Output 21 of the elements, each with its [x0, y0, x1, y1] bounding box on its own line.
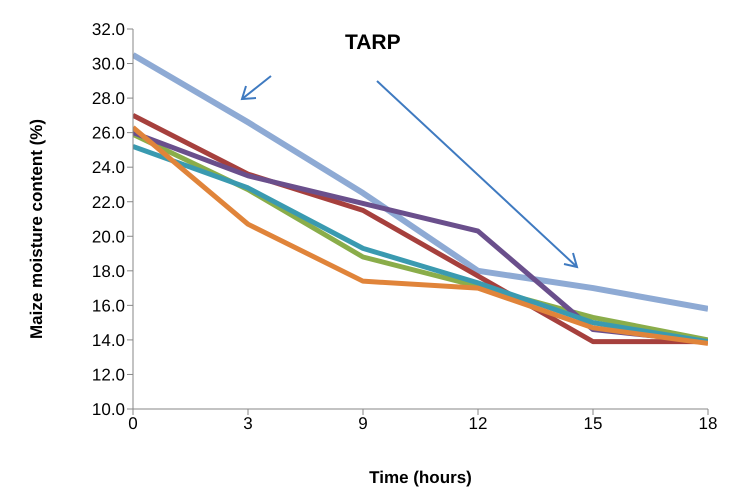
y-tick-label: 32.0	[92, 20, 125, 40]
x-tick-label: 3	[243, 414, 253, 434]
y-tick-label: 28.0	[92, 89, 125, 108]
y-tick-label: 12.0	[92, 365, 125, 384]
y-tick-label: 18.0	[92, 262, 125, 281]
x-tick-label: 18	[698, 414, 718, 434]
y-tick-label: 10.0	[92, 400, 125, 420]
y-tick-label: 14.0	[92, 330, 125, 350]
x-tick-label: 12	[468, 414, 488, 434]
y-tick-label: 24.0	[92, 158, 125, 178]
y-tick-label: 22.0	[92, 192, 125, 212]
y-tick-label: 26.0	[92, 124, 125, 143]
y-tick-label: 20.0	[92, 227, 125, 246]
y-tick-label: 30.0	[92, 54, 125, 74]
y-tick-label: 16.0	[92, 296, 125, 316]
x-axis-title: Time (hours)	[369, 468, 472, 487]
x-tick-label: 9	[358, 414, 368, 434]
y-axis-title: Maize moisture content (%)	[27, 118, 46, 339]
x-tick-label: 15	[584, 414, 602, 434]
x-tick-label: 0	[128, 414, 138, 434]
annotation: TARP	[345, 31, 401, 54]
